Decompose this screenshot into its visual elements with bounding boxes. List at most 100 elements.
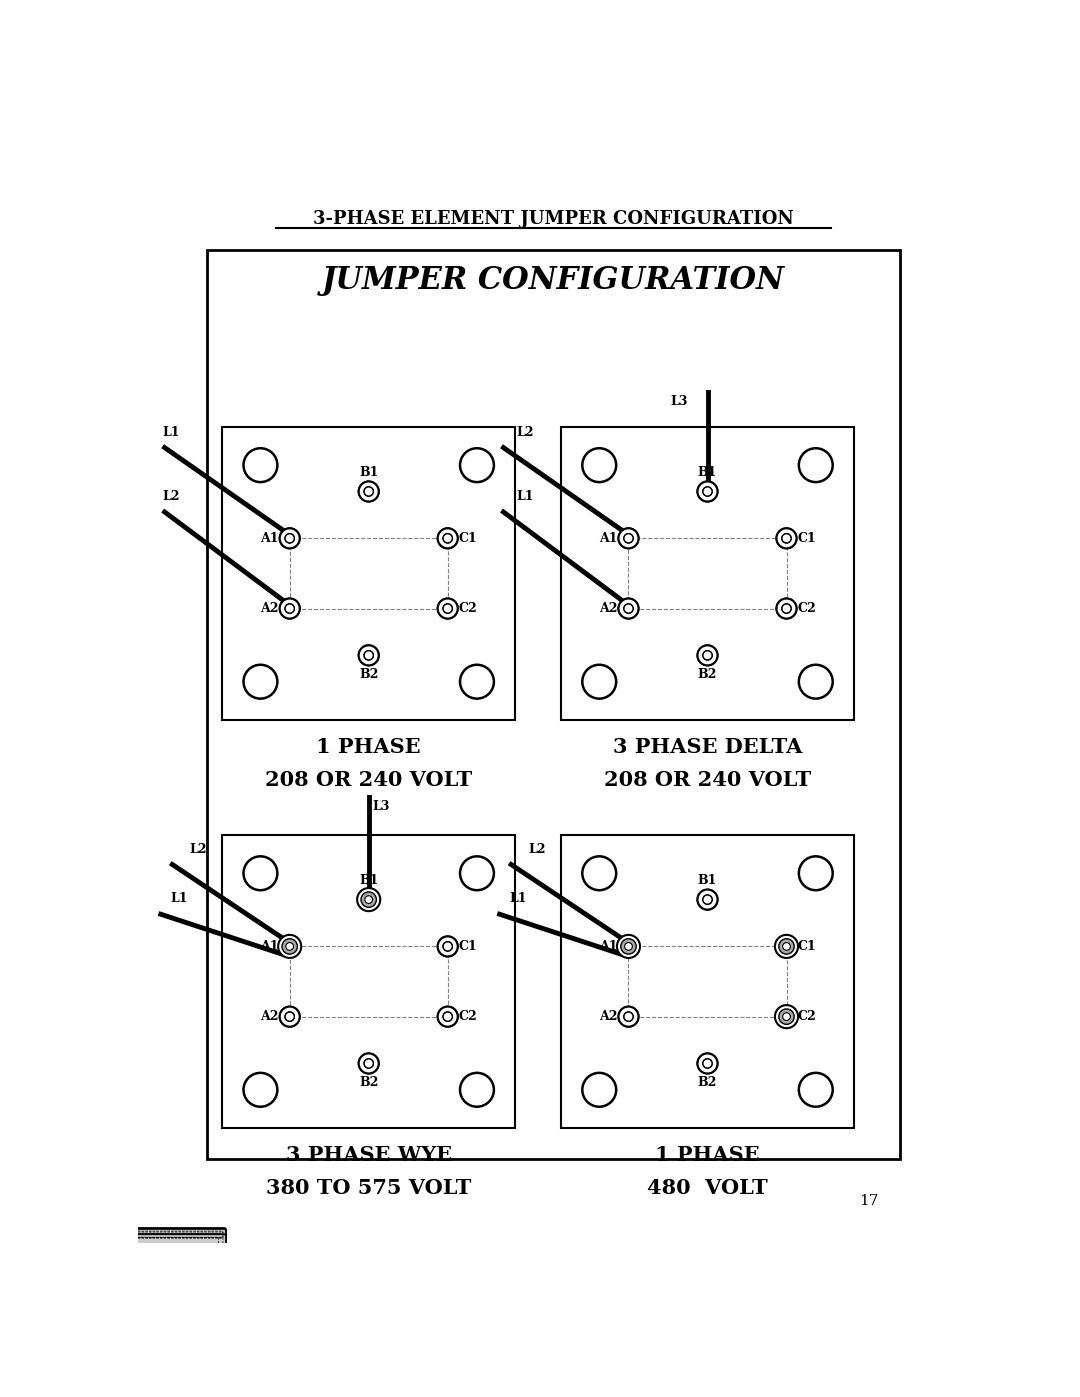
Circle shape [703, 651, 712, 659]
Text: L2: L2 [516, 426, 535, 439]
Bar [629, 538, 786, 609]
Circle shape [703, 1059, 712, 1069]
Bar [207, 250, 900, 1158]
Circle shape [703, 651, 712, 659]
Circle shape [777, 528, 797, 549]
Text: B1: B1 [698, 875, 717, 887]
Circle shape [619, 936, 638, 957]
FancyBboxPatch shape [0, 1157, 86, 1214]
Text: B1: B1 [698, 467, 717, 479]
Circle shape [437, 1007, 458, 1027]
Circle shape [364, 651, 374, 659]
FancyBboxPatch shape [64, 1228, 226, 1241]
Circle shape [280, 1007, 300, 1027]
Circle shape [624, 942, 633, 951]
Circle shape [359, 482, 379, 502]
Circle shape [698, 890, 717, 909]
Circle shape [364, 488, 374, 496]
Circle shape [285, 1011, 295, 1021]
Circle shape [280, 598, 300, 619]
Text: A1: A1 [599, 940, 618, 953]
Circle shape [698, 890, 717, 909]
Circle shape [443, 604, 453, 613]
Circle shape [777, 936, 797, 957]
Text: 3 PHASE DELTA: 3 PHASE DELTA [612, 736, 802, 757]
Circle shape [619, 528, 638, 549]
Text: A2: A2 [260, 1010, 279, 1023]
Text: A2: A2 [599, 602, 618, 615]
Text: B1: B1 [359, 875, 378, 887]
Circle shape [443, 942, 453, 951]
Circle shape [619, 528, 638, 549]
Text: L2: L2 [528, 842, 545, 856]
Circle shape [357, 888, 380, 911]
Text: B2: B2 [698, 668, 717, 680]
Circle shape [782, 534, 792, 543]
Text: 480  VOLT: 480 VOLT [647, 1178, 768, 1197]
Bar [222, 835, 515, 1127]
Text: 1 PHASE: 1 PHASE [656, 1144, 760, 1165]
Circle shape [782, 604, 792, 613]
Circle shape [361, 891, 377, 907]
Circle shape [621, 939, 636, 954]
Circle shape [443, 942, 453, 951]
Text: C2: C2 [459, 602, 477, 615]
Circle shape [777, 1007, 797, 1027]
Bar [562, 835, 854, 1127]
Circle shape [698, 482, 717, 502]
Circle shape [624, 1011, 633, 1021]
Circle shape [624, 1011, 633, 1021]
Circle shape [703, 1059, 712, 1069]
Circle shape [624, 604, 633, 613]
Circle shape [783, 943, 791, 950]
Circle shape [443, 1011, 453, 1021]
Circle shape [777, 598, 797, 619]
Circle shape [285, 534, 295, 543]
Circle shape [285, 604, 295, 613]
Circle shape [782, 1011, 792, 1021]
Text: L2: L2 [163, 490, 180, 503]
Circle shape [437, 936, 458, 957]
Text: C1: C1 [797, 532, 816, 545]
Circle shape [364, 895, 374, 904]
Text: A2: A2 [599, 1010, 618, 1023]
Text: L1: L1 [516, 490, 535, 503]
Circle shape [443, 534, 453, 543]
Circle shape [437, 598, 458, 619]
Circle shape [443, 604, 453, 613]
Circle shape [359, 645, 379, 665]
Circle shape [619, 1007, 638, 1027]
Circle shape [280, 936, 300, 957]
Circle shape [437, 936, 458, 957]
FancyBboxPatch shape [157, 1296, 244, 1355]
Text: L2: L2 [189, 842, 207, 856]
Circle shape [624, 534, 633, 543]
Circle shape [285, 604, 295, 613]
Circle shape [285, 1011, 295, 1021]
Circle shape [703, 488, 712, 496]
Text: L1: L1 [171, 893, 188, 905]
Circle shape [775, 935, 798, 958]
Text: 380 TO 575 VOLT: 380 TO 575 VOLT [266, 1178, 471, 1197]
Circle shape [285, 534, 295, 543]
Text: L1: L1 [163, 426, 180, 439]
Circle shape [624, 943, 633, 950]
Circle shape [782, 942, 792, 951]
Circle shape [624, 534, 633, 543]
Text: L3: L3 [671, 395, 688, 408]
Text: 3 PHASE WYE: 3 PHASE WYE [285, 1144, 451, 1165]
Circle shape [698, 645, 717, 665]
Text: L1: L1 [509, 893, 527, 905]
Text: B2: B2 [698, 1076, 717, 1088]
Circle shape [286, 943, 294, 950]
Circle shape [437, 598, 458, 619]
FancyBboxPatch shape [156, 1298, 243, 1356]
Text: L3: L3 [373, 800, 390, 813]
Circle shape [624, 604, 633, 613]
Circle shape [698, 645, 717, 665]
Circle shape [703, 895, 712, 904]
Text: 3-PHASE ELEMENT JUMPER CONFIGURATION: 3-PHASE ELEMENT JUMPER CONFIGURATION [313, 210, 794, 228]
Text: A1: A1 [260, 532, 279, 545]
Circle shape [619, 598, 638, 619]
Text: 208 OR 240 VOLT: 208 OR 240 VOLT [265, 770, 472, 789]
